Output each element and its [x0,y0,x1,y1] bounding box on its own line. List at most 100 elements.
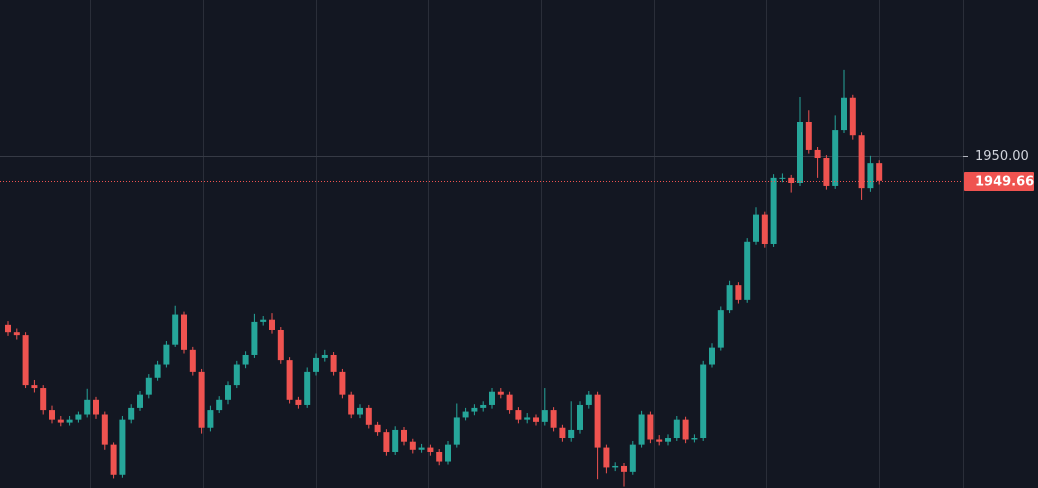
candle-body [489,391,495,405]
candle-body [260,319,267,322]
candle-body [75,414,82,420]
candle-body [638,414,645,445]
candle-body [216,399,223,411]
candle-body [797,122,803,183]
candle-body [541,410,548,422]
candle-body [647,414,654,440]
candle-body [357,407,363,415]
candle-body [313,357,319,372]
candle-body [700,364,707,439]
candle-body [841,97,847,131]
candle-body [233,364,240,386]
candle-body [277,329,284,361]
candle-body [568,429,575,439]
candle-body [788,177,795,183]
vertical-grid [90,0,880,488]
last-price-label: 1949.66 [975,175,1034,190]
candle-body [876,163,883,181]
candle-body [401,429,407,442]
candle-body [13,332,20,336]
candle-body [119,419,126,475]
candle-body [682,419,689,440]
candle-body [269,319,275,330]
candle-body [145,377,152,395]
candle-body [128,407,135,420]
candle-body [304,371,311,405]
candle-body [673,419,680,439]
candle-body [31,385,38,389]
candle-body [814,149,821,159]
candle-body [418,447,425,450]
candle-body [533,417,539,422]
candle-body [172,314,179,345]
candle-body [744,241,751,300]
y-tick-label: 1950.00 [975,149,1029,164]
candle-body [559,427,566,439]
candle-body [40,388,47,411]
candle-body [471,407,478,412]
candle-body [84,399,91,415]
candle-body [207,410,214,428]
candle-body [66,419,73,423]
candle-body [374,424,381,433]
candle-body [181,314,187,350]
candle-body [137,394,143,408]
candle-body [805,122,812,150]
candle-body [286,360,293,400]
candle-body [823,158,830,186]
candle-body [348,394,355,415]
candle-body [735,285,742,300]
candle-body [753,214,759,242]
candle-body [427,447,434,452]
candle-body [770,177,777,244]
candle-body [365,407,372,425]
candle-body [832,130,839,186]
last-price-badge [964,172,1034,191]
candle-body [594,394,601,448]
candle-body [251,321,258,355]
candle-body [189,349,196,372]
candle-body [550,410,557,428]
candle-body [154,364,161,378]
candle-body [717,310,724,348]
candle-body [761,214,768,244]
candle-body [242,354,249,365]
candle-body [57,419,64,423]
candle-body [867,163,874,189]
candle-body [339,371,346,395]
candle-body [436,451,443,462]
candle-body [22,335,29,386]
candle-body [515,410,522,420]
candle-body [709,347,715,365]
candle-body [49,410,55,420]
candle-body [585,394,592,405]
candle-body [110,444,117,475]
candle-body [577,404,583,430]
candle-body [392,429,399,452]
candle-body [321,354,328,358]
candle-body [656,439,663,442]
candle-body [621,465,627,472]
candle-body [691,438,698,440]
candle-body [629,444,636,472]
candle-body [93,399,99,415]
candle-body [295,399,302,405]
candle-body [409,441,416,450]
candle-body [612,465,619,468]
candle-body [779,177,786,179]
candle-body [101,414,108,445]
candle-body [665,438,671,442]
candle-body [858,135,865,189]
candle-body [480,404,487,408]
candle-body [497,391,504,395]
candle-body [330,354,337,372]
candle-body [462,411,469,418]
candle-body [603,447,610,468]
candle-body [383,432,390,452]
candle-body [5,324,11,333]
candle-body [524,417,531,420]
candle-body [726,285,733,311]
candle-body [225,385,231,400]
